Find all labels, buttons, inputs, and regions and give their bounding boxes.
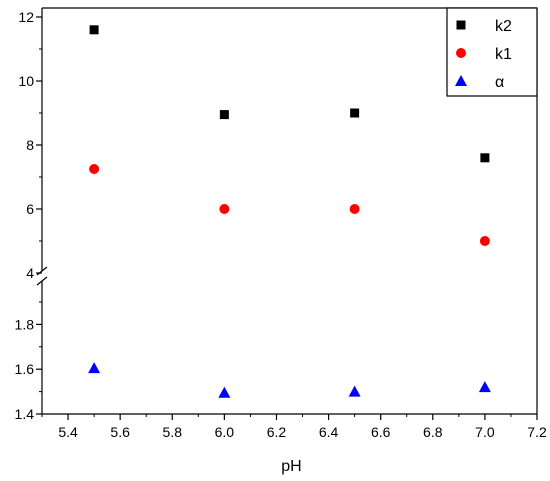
axis-ticks	[36, 16, 538, 420]
legend-label: α	[495, 74, 504, 91]
x-tick-label: 7.2	[527, 424, 547, 440]
x-axis-title: pH	[281, 458, 301, 475]
data-point-series-1	[349, 204, 360, 214]
axis-tick-labels: 5.4 5.6 5.8 6.0 6.2 6.4 6.6 6.8 7.0 7.2 4 6 8 10 12 1.4…	[15, 9, 547, 440]
legend-marker-series-0	[456, 20, 466, 30]
x-tick-label: 6.8	[423, 424, 443, 440]
x-tick-label: 5.8	[163, 424, 183, 440]
data-points	[88, 25, 491, 398]
data-point-series-1	[219, 204, 230, 214]
axis-break-mark	[36, 276, 48, 286]
data-point-series-1	[89, 164, 100, 174]
data-point-series-0	[219, 110, 229, 120]
x-tick-label: 6.0	[215, 424, 235, 440]
y-tick-label-upper: 4	[26, 265, 34, 281]
y-tick-label-lower: 1.6	[15, 361, 35, 377]
legend: k2 k1 α	[446, 7, 538, 97]
x-tick-label: 5.6	[110, 424, 130, 440]
legend-label: k1	[495, 46, 512, 63]
y-tick-label-upper: 12	[18, 9, 34, 25]
legend-label: k2	[495, 18, 512, 35]
x-tick-label: 6.2	[267, 424, 287, 440]
data-point-series-2	[348, 385, 361, 397]
x-tick-label: 5.4	[58, 424, 78, 440]
data-point-series-2	[478, 381, 491, 393]
y-tick-label-upper: 10	[18, 73, 34, 89]
data-point-series-1	[479, 236, 490, 246]
y-tick-label-upper: 8	[26, 137, 34, 153]
data-point-series-0	[89, 25, 99, 35]
y-tick-label-lower: 1.8	[15, 316, 35, 332]
x-tick-label: 6.6	[371, 424, 391, 440]
data-point-series-0	[480, 153, 490, 163]
x-tick-label: 7.0	[475, 424, 495, 440]
axis-break-mark	[36, 266, 48, 276]
y-tick-label-upper: 6	[26, 201, 34, 217]
data-point-series-0	[350, 108, 360, 118]
y-tick-label-lower: 1.4	[15, 406, 35, 422]
legend-marker-series-1	[456, 48, 466, 58]
data-point-series-2	[218, 386, 231, 398]
data-point-series-2	[88, 362, 101, 374]
legend-marker-series-2	[455, 75, 467, 86]
x-tick-label: 6.4	[319, 424, 339, 440]
